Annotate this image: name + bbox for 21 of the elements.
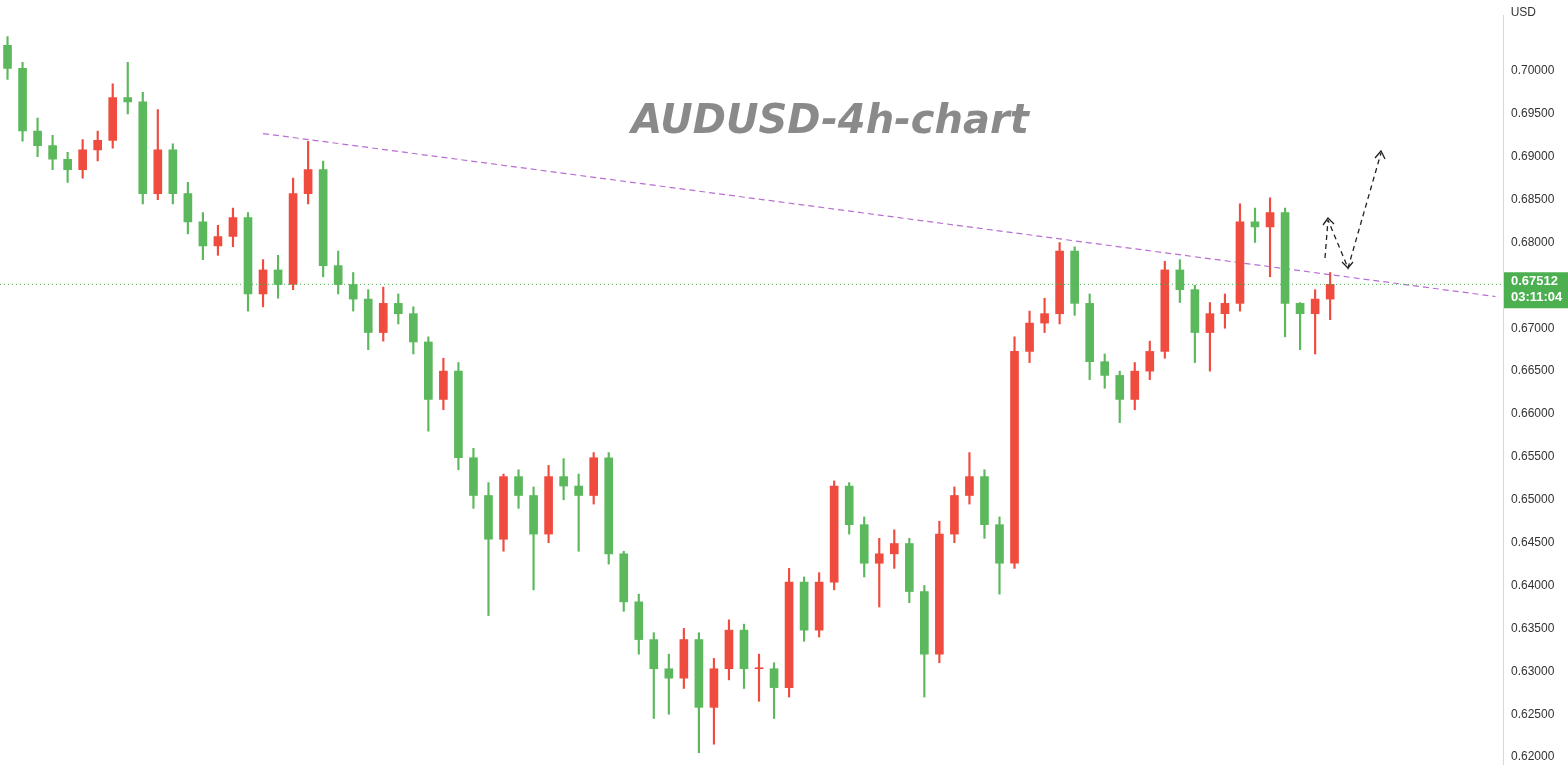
- text: 03:11:04: [1511, 288, 1564, 304]
- candlestick: [484, 482, 493, 616]
- y-tick-label: 0.66500: [1511, 363, 1555, 378]
- y-tick-label: 0.68500: [1511, 191, 1555, 206]
- y-tick-label: 0.64500: [1511, 534, 1555, 549]
- y-tick-label: 0.62500: [1511, 706, 1555, 721]
- y-tick-label: 0.65000: [1511, 492, 1555, 507]
- y-tick-label: 0.63000: [1511, 663, 1555, 678]
- y-tick-label: 0.68000: [1511, 234, 1555, 249]
- y-tick-label: 0.67000: [1511, 320, 1555, 335]
- y-tick-label: 0.64000: [1511, 577, 1555, 592]
- ref-line-label: 0.67512: [1511, 272, 1558, 288]
- y-tick-label: 0.65500: [1511, 449, 1555, 464]
- y-tick-label: 0.63500: [1511, 620, 1555, 635]
- y-tick-label: 0.62000: [1511, 749, 1555, 764]
- y-tick-label: 0.66000: [1511, 406, 1555, 421]
- y-tick-label: 0.69500: [1511, 106, 1555, 121]
- text: AUDUSD-4h-chart: [628, 96, 1031, 142]
- y-tick-label: 0.69000: [1511, 149, 1555, 164]
- y-tick-label: 0.70000: [1511, 63, 1555, 78]
- y-axis-title: USD: [1510, 5, 1536, 19]
